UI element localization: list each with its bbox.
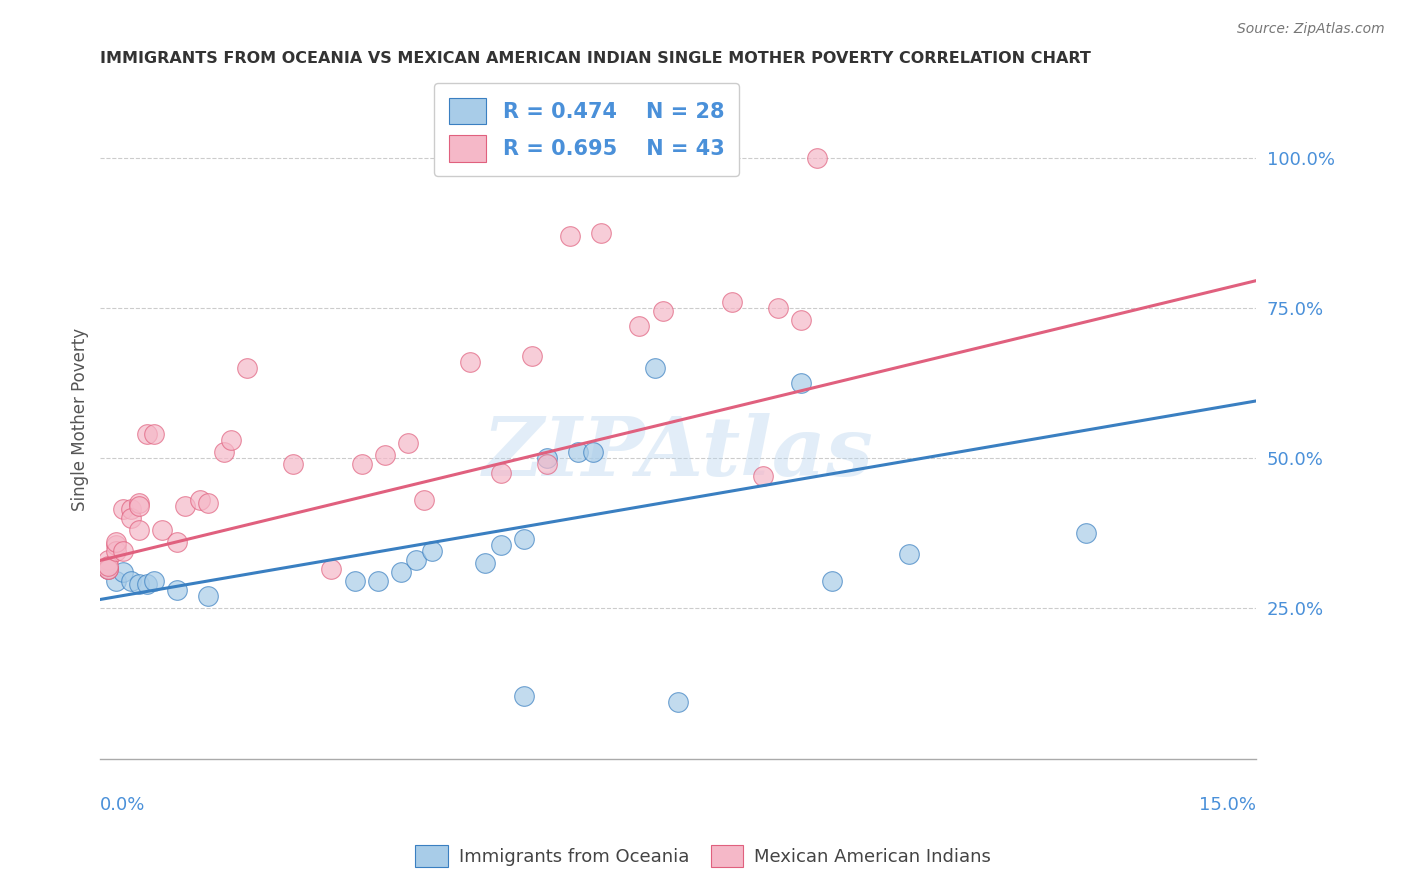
Text: 15.0%: 15.0% [1199, 797, 1256, 814]
Text: IMMIGRANTS FROM OCEANIA VS MEXICAN AMERICAN INDIAN SINGLE MOTHER POVERTY CORRELA: IMMIGRANTS FROM OCEANIA VS MEXICAN AMERI… [100, 51, 1091, 66]
Point [212, 445, 235, 459]
Point [513, 689, 536, 703]
Point [120, 502, 142, 516]
Point [821, 574, 844, 589]
Point [104, 544, 127, 558]
Point [104, 574, 127, 589]
Point [405, 553, 427, 567]
Point [389, 566, 412, 580]
Point [766, 301, 789, 315]
Point [235, 361, 257, 376]
Point [112, 544, 135, 558]
Point [412, 493, 434, 508]
Point [112, 502, 135, 516]
Point [150, 524, 173, 538]
Point [721, 294, 744, 309]
Point [651, 303, 673, 318]
Text: ZIPAtlas: ZIPAtlas [482, 413, 873, 493]
Legend: R = 0.474    N = 28, R = 0.695    N = 43: R = 0.474 N = 28, R = 0.695 N = 43 [434, 83, 740, 176]
Point [190, 493, 212, 508]
Point [474, 557, 496, 571]
Point [343, 574, 366, 589]
Point [374, 448, 396, 462]
Point [104, 538, 127, 552]
Point [128, 500, 150, 514]
Point [143, 574, 166, 589]
Point [120, 574, 142, 589]
Point [128, 577, 150, 591]
Point [174, 500, 197, 514]
Legend: Immigrants from Oceania, Mexican American Indians: Immigrants from Oceania, Mexican America… [408, 838, 998, 874]
Point [112, 566, 135, 580]
Point [628, 318, 651, 333]
Point [567, 445, 589, 459]
Point [166, 535, 188, 549]
Point [420, 544, 443, 558]
Point [520, 349, 543, 363]
Point [806, 151, 828, 165]
Point [589, 226, 612, 240]
Point [97, 562, 120, 576]
Point [666, 695, 689, 709]
Point [536, 451, 558, 466]
Point [790, 376, 813, 390]
Point [128, 524, 150, 538]
Point [489, 538, 512, 552]
Point [582, 445, 605, 459]
Point [560, 228, 582, 243]
Text: Source: ZipAtlas.com: Source: ZipAtlas.com [1237, 22, 1385, 37]
Point [104, 535, 127, 549]
Point [352, 457, 374, 471]
Point [219, 433, 242, 447]
Point [551, 151, 574, 165]
Y-axis label: Single Mother Poverty: Single Mother Poverty [72, 327, 89, 510]
Point [1076, 526, 1098, 541]
Point [513, 533, 536, 547]
Point [458, 355, 481, 369]
Point [97, 562, 120, 576]
Point [97, 562, 120, 576]
Text: 0.0%: 0.0% [100, 797, 146, 814]
Point [97, 559, 120, 574]
Point [135, 427, 157, 442]
Point [751, 469, 773, 483]
Point [367, 574, 389, 589]
Point [97, 553, 120, 567]
Point [790, 313, 813, 327]
Point [135, 577, 157, 591]
Point [166, 583, 188, 598]
Point [898, 547, 921, 561]
Point [197, 496, 219, 510]
Point [120, 511, 142, 525]
Point [489, 466, 512, 480]
Point [143, 427, 166, 442]
Point [321, 562, 343, 576]
Point [396, 436, 419, 450]
Point [197, 590, 219, 604]
Point [128, 496, 150, 510]
Point [281, 457, 304, 471]
Point [536, 457, 558, 471]
Point [644, 361, 666, 376]
